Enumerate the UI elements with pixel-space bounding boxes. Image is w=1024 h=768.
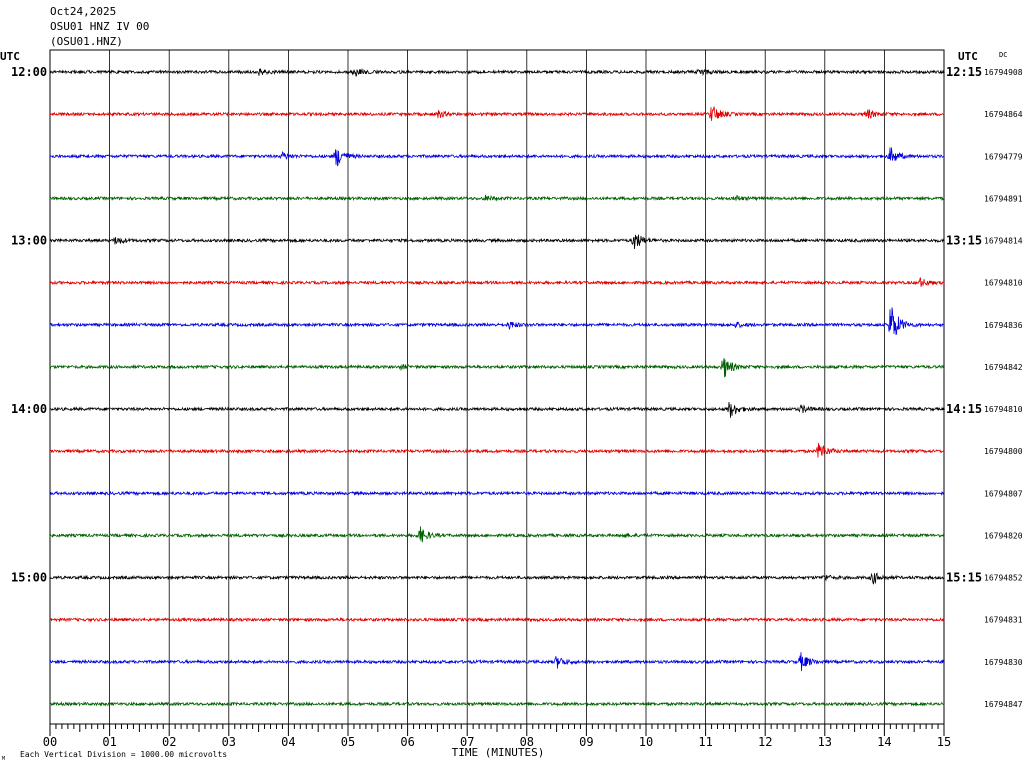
left-time-label: 13:00 <box>11 234 47 248</box>
traces <box>49 68 945 707</box>
right-time-label: 12:15 <box>946 65 982 79</box>
trace-2 <box>49 106 945 121</box>
x-tick-label: 00 <box>43 735 57 749</box>
row-value-label: 16794831 <box>984 616 1023 625</box>
x-tick-label: 08 <box>520 735 534 749</box>
row-value-label: 16794800 <box>984 447 1023 456</box>
x-tick-label: 13 <box>818 735 832 749</box>
x-tick-label: 06 <box>400 735 414 749</box>
trace-5 <box>49 234 945 250</box>
right-time-label: 15:15 <box>946 571 982 585</box>
left-time-label: 12:00 <box>11 65 47 79</box>
x-tick-label: 10 <box>639 735 653 749</box>
vertical-division-note: Each Vertical Division = 1000.00 microvo… <box>20 750 227 759</box>
trace-13 <box>49 572 945 585</box>
trace-3 <box>49 147 945 167</box>
dc-label: DC <box>999 51 1007 59</box>
trace-14 <box>49 616 945 623</box>
x-tick-label: 04 <box>281 735 295 749</box>
footer-mark: M <box>2 756 5 762</box>
x-axis: 00 01 02 03 04 05 06 07 08 09 10 11 12 13 14 15 <box>43 724 951 749</box>
left-time-label: 14:00 <box>11 402 47 416</box>
row-value-label: 16794847 <box>984 700 1023 709</box>
row-value-label: 16794908 <box>984 68 1023 77</box>
grid <box>49 49 945 725</box>
utc-left-label: UTC <box>0 50 20 63</box>
row-labels: 12:00 12:15 16794908 16794864 16794779 167948… <box>11 65 1023 709</box>
row-value-label: 16794810 <box>984 405 1023 414</box>
row-value-label: 16794852 <box>984 574 1023 583</box>
row-value-label: 16794807 <box>984 489 1023 498</box>
x-tick-label: 07 <box>460 735 474 749</box>
trace-9 <box>49 401 945 418</box>
trace-6 <box>49 277 945 287</box>
x-tick-label: 15 <box>937 735 951 749</box>
x-tick-label: 03 <box>222 735 236 749</box>
row-value-label: 16794810 <box>984 279 1023 288</box>
row-value-label: 16794842 <box>984 363 1023 372</box>
station-label: OSU01 HNZ IV 00 <box>50 20 150 33</box>
trace-16 <box>49 701 945 707</box>
trace-15 <box>49 652 945 672</box>
channel-label: (OSU01.HNZ) <box>50 35 123 48</box>
utc-right-label: UTC <box>958 50 978 63</box>
trace-8 <box>49 358 945 378</box>
row-value-label: 16794864 <box>984 110 1023 119</box>
trace-4 <box>49 194 945 202</box>
x-tick-label: 12 <box>758 735 772 749</box>
x-tick-label: 09 <box>579 735 593 749</box>
trace-11 <box>49 490 945 497</box>
x-tick-label: 14 <box>877 735 891 749</box>
trace-12 <box>49 526 945 543</box>
x-tick-label: 02 <box>162 735 176 749</box>
row-value-label: 16794820 <box>984 531 1023 540</box>
x-tick-label: 11 <box>698 735 712 749</box>
x-axis-title: TIME (MINUTES) <box>452 746 545 759</box>
date-label: Oct24,2025 <box>50 5 117 18</box>
row-value-label: 16794814 <box>984 237 1023 246</box>
trace-10 <box>49 442 945 458</box>
plot-frame <box>49 49 945 725</box>
x-tick-label: 01 <box>102 735 116 749</box>
right-time-label: 13:15 <box>946 234 982 248</box>
right-time-label: 14:15 <box>946 402 982 416</box>
row-value-label: 16794830 <box>984 658 1023 667</box>
trace-7 <box>49 307 945 336</box>
trace-1 <box>49 68 945 77</box>
x-tick-label: 05 <box>341 735 355 749</box>
left-time-label: 15:00 <box>11 571 47 585</box>
row-value-label: 16794836 <box>984 321 1023 330</box>
row-value-label: 16794891 <box>984 194 1023 203</box>
row-value-label: 16794779 <box>984 152 1023 161</box>
